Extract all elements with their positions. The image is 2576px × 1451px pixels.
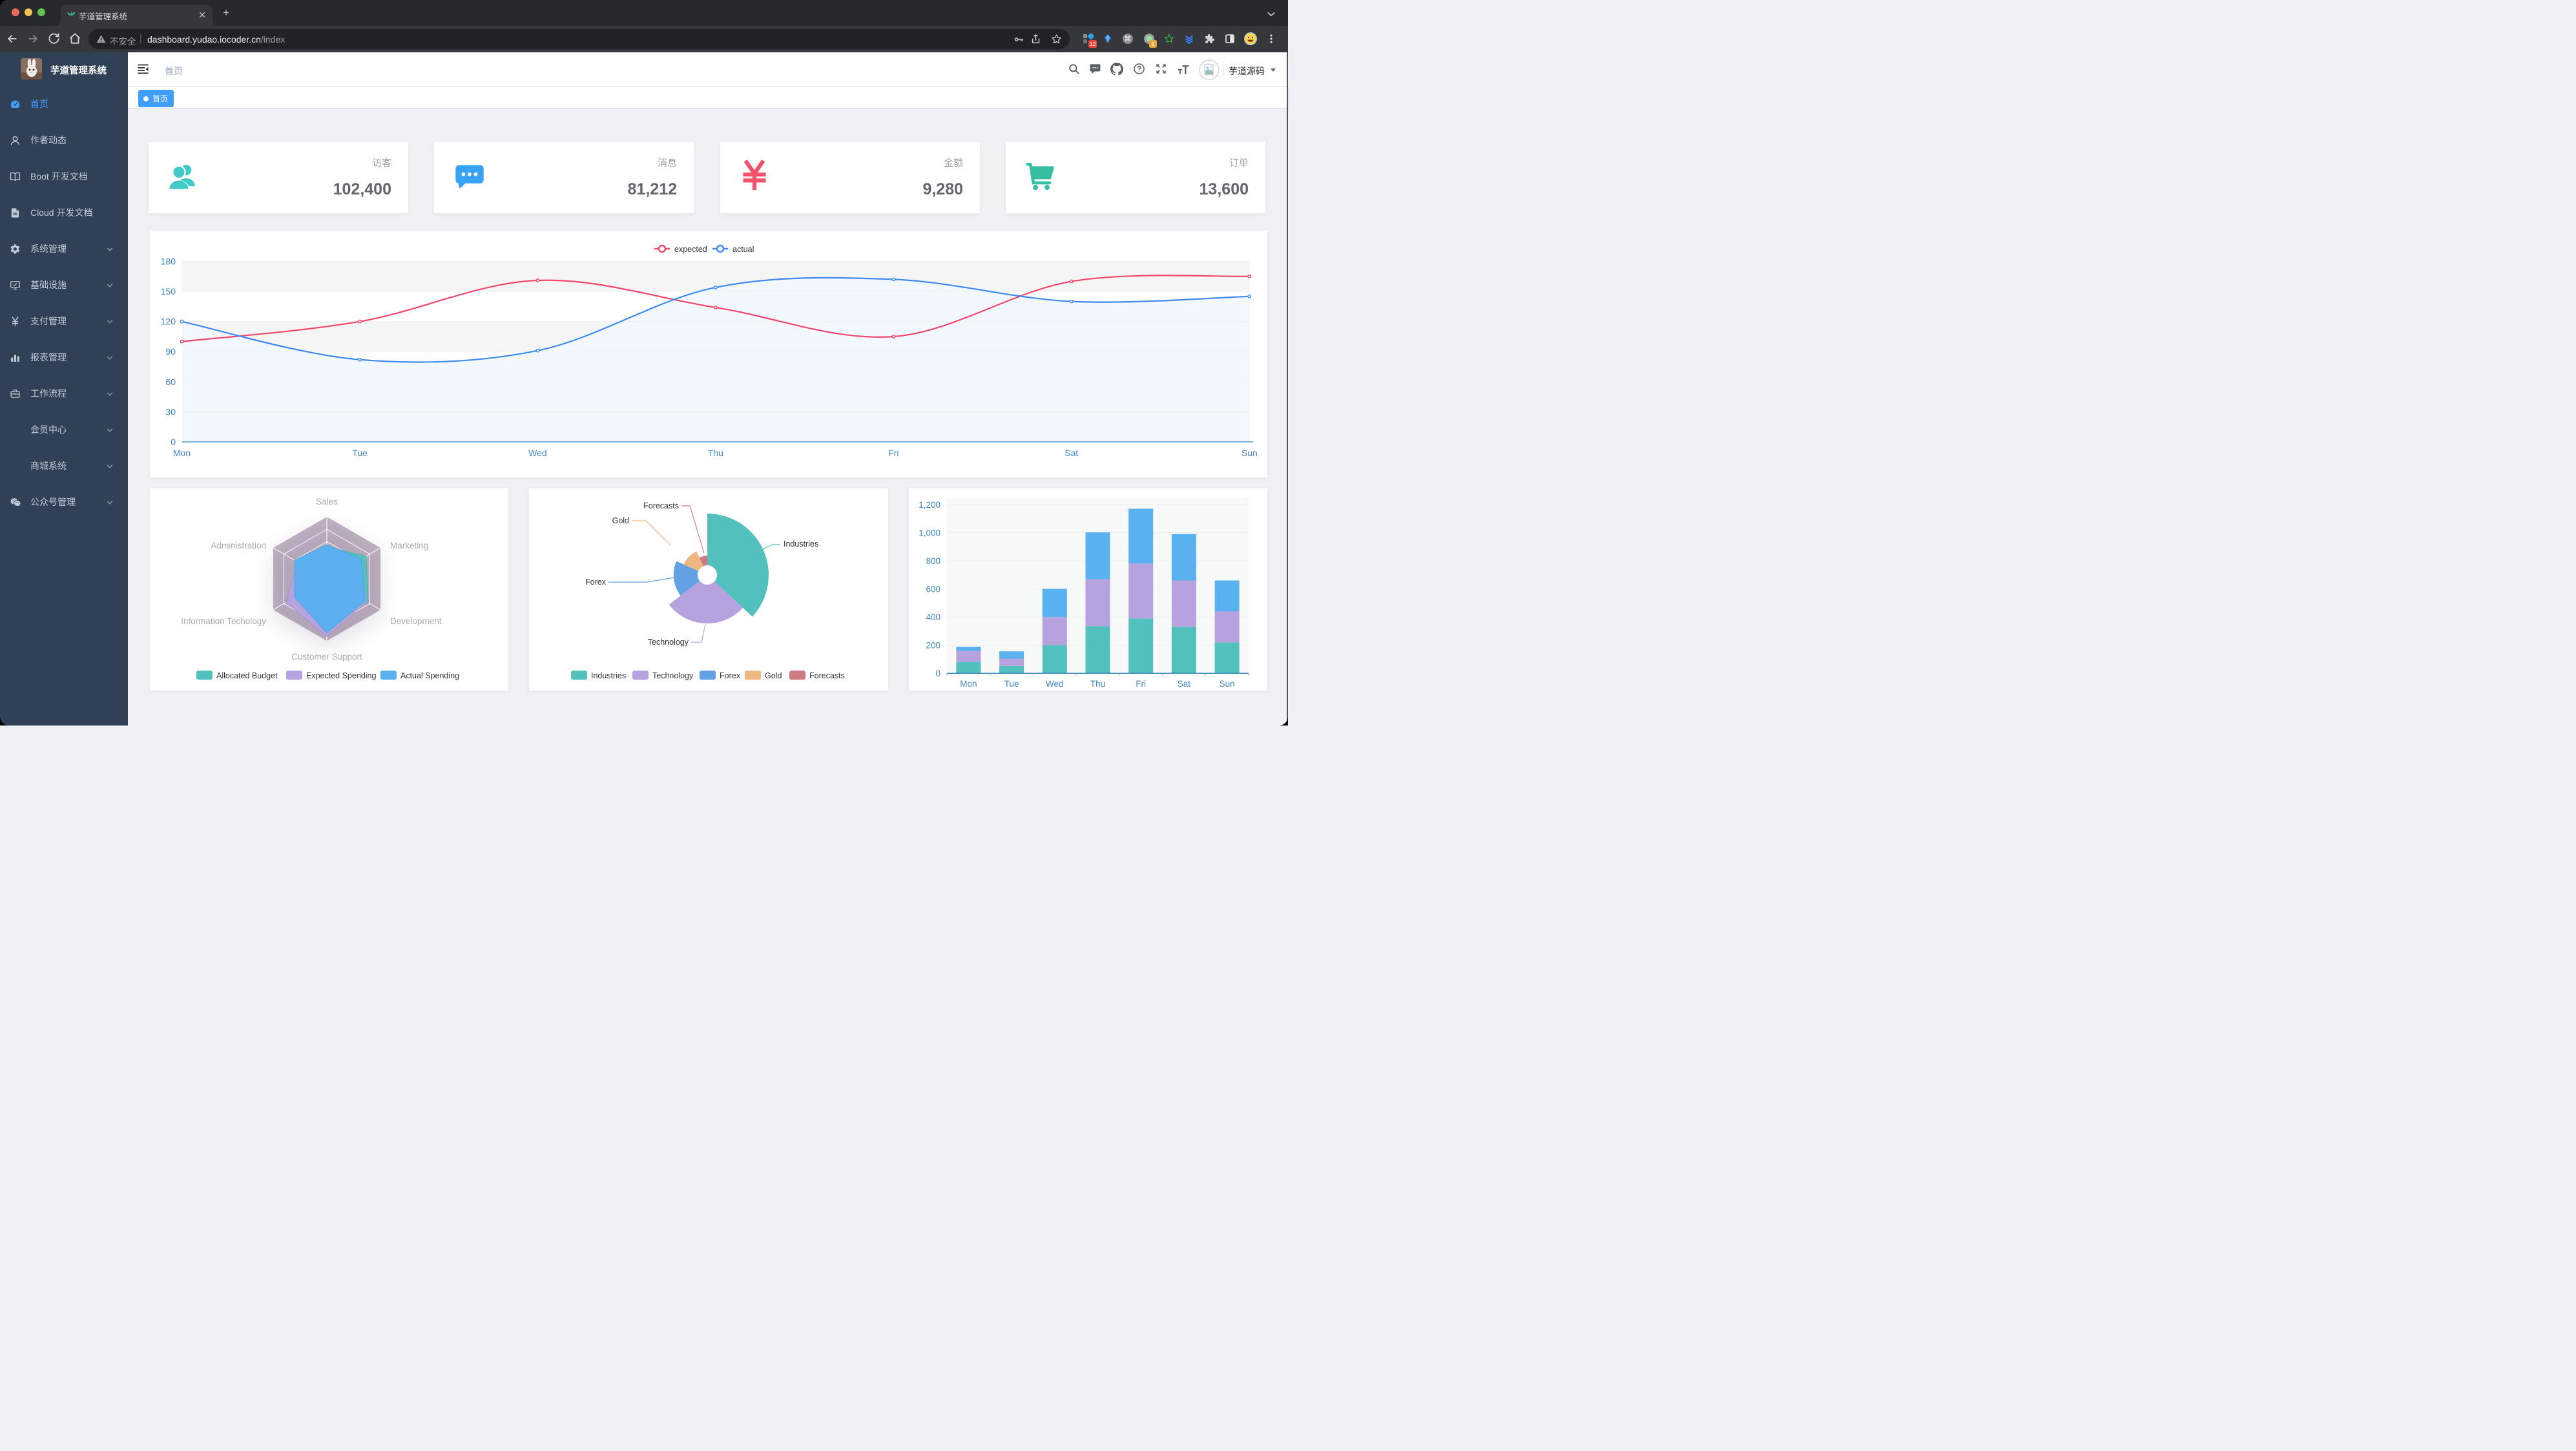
svg-text:Forex: Forex — [720, 671, 741, 680]
svg-text:expected: expected — [674, 245, 707, 254]
svg-text:⌘: ⌘ — [1125, 36, 1132, 43]
svg-text:Mon: Mon — [960, 679, 977, 689]
svg-text:Actual Spending: Actual Spending — [400, 671, 459, 680]
svg-text:180: 180 — [161, 256, 176, 267]
svg-text:Sat: Sat — [1065, 448, 1078, 458]
svg-text:400: 400 — [926, 612, 940, 622]
svg-text:Gold: Gold — [612, 516, 629, 525]
svg-text:actual: actual — [732, 245, 754, 254]
svg-text:0: 0 — [171, 437, 176, 447]
svg-text:Thu: Thu — [1090, 679, 1105, 689]
svg-text:Sat: Sat — [1178, 679, 1191, 689]
svg-text:Forecasts: Forecasts — [643, 501, 679, 510]
svg-text:Forex: Forex — [585, 578, 607, 587]
svg-text:Thu: Thu — [708, 448, 723, 458]
svg-text:Sun: Sun — [1220, 679, 1235, 689]
svg-text:Sun: Sun — [1241, 448, 1258, 458]
svg-text:Allocated Budget: Allocated Budget — [216, 671, 278, 680]
svg-text:Technology: Technology — [648, 638, 689, 647]
svg-text:Technology: Technology — [652, 671, 694, 680]
svg-text:800: 800 — [926, 556, 940, 566]
svg-text:1,000: 1,000 — [919, 528, 940, 538]
svg-text:Marketing: Marketing — [390, 541, 428, 550]
svg-text:Fri: Fri — [1136, 679, 1146, 689]
svg-text:120: 120 — [161, 317, 176, 327]
svg-text:Wed: Wed — [528, 448, 547, 458]
svg-text:Wed: Wed — [1046, 679, 1064, 689]
svg-text:Gold: Gold — [765, 671, 782, 680]
svg-text:1,200: 1,200 — [919, 500, 940, 510]
svg-text:200: 200 — [926, 641, 940, 651]
svg-text:Tue: Tue — [1004, 679, 1019, 689]
svg-text:90: 90 — [165, 346, 176, 357]
svg-text:Forecasts: Forecasts — [809, 671, 845, 680]
svg-text:Development: Development — [390, 616, 442, 626]
svg-text:Sales: Sales — [316, 497, 338, 506]
svg-text:Expected Spending: Expected Spending — [306, 671, 376, 680]
svg-text:Customer Support: Customer Support — [291, 652, 362, 662]
svg-text:Mon: Mon — [173, 448, 191, 458]
svg-text:60: 60 — [165, 377, 176, 387]
svg-text:0: 0 — [935, 669, 940, 678]
svg-text:150: 150 — [161, 286, 176, 297]
svg-text:600: 600 — [926, 585, 940, 594]
svg-text:Information Techology: Information Techology — [181, 616, 266, 626]
svg-text:Industries: Industries — [784, 539, 818, 548]
svg-text:Fri: Fri — [888, 448, 898, 458]
svg-text:30: 30 — [165, 406, 176, 417]
svg-text:Administration: Administration — [211, 541, 266, 550]
svg-text:Tue: Tue — [352, 448, 368, 458]
svg-text:Industries: Industries — [591, 671, 626, 680]
